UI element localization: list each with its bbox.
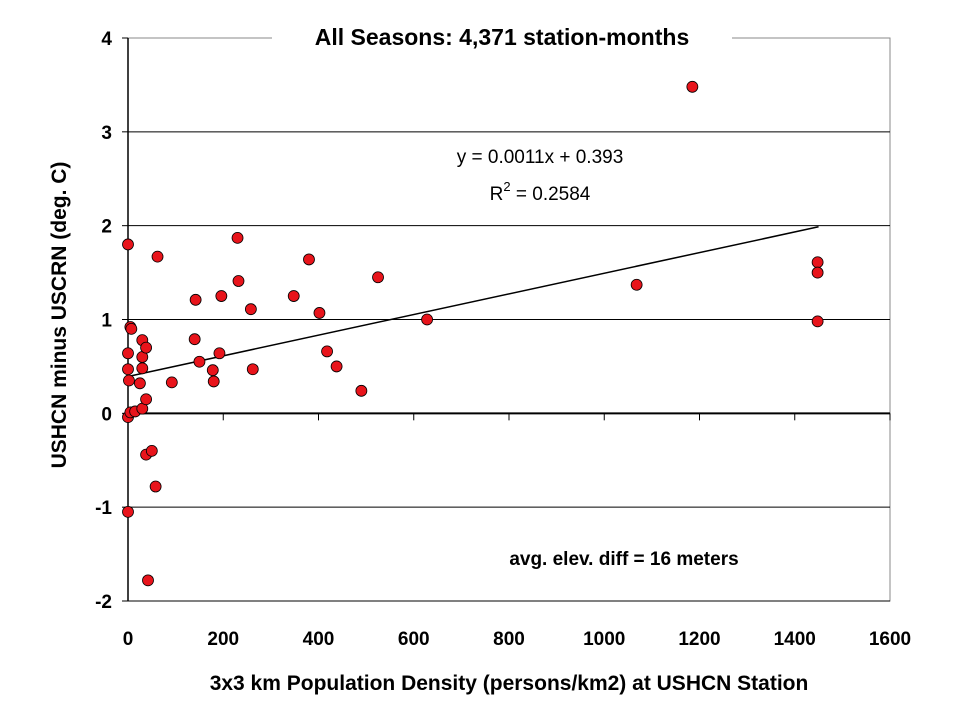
x-axis-title: 3x3 km Population Density (persons/km2) … [210, 672, 809, 695]
data-point [134, 377, 146, 390]
data-point [811, 315, 824, 328]
data-point [686, 80, 699, 93]
data-point [421, 313, 433, 326]
data-point [213, 347, 226, 360]
data-point [811, 266, 824, 279]
y-tick-label: 0 [101, 404, 112, 425]
y-tick-label: 4 [101, 29, 112, 50]
chart-title: All Seasons: 4,371 station-months [315, 24, 689, 50]
data-point [122, 505, 134, 518]
data-point [145, 444, 158, 457]
y-tick-label: 2 [101, 217, 112, 238]
r-squared-value: = 0.2584 [511, 184, 591, 205]
r-squared-prefix: R [490, 184, 504, 205]
x-tick-label: 1400 [774, 629, 816, 650]
data-point [206, 364, 219, 377]
trendline-group [127, 226, 819, 378]
y-tick-label: 1 [101, 311, 112, 332]
data-point [246, 363, 259, 376]
x-tick-label: 800 [493, 629, 525, 650]
data-point [125, 322, 138, 335]
data-point [140, 341, 152, 354]
y-tick-label: 3 [101, 123, 112, 144]
x-tick-label: 0 [123, 629, 134, 650]
data-point [122, 238, 134, 251]
data-point [321, 345, 333, 358]
data-point [151, 250, 164, 263]
data-point [630, 278, 643, 291]
data-point [231, 231, 244, 244]
y-tick-label: -2 [95, 592, 112, 613]
x-tick-label: 1200 [678, 629, 720, 650]
data-point [165, 376, 178, 389]
data-point [232, 275, 245, 287]
trendline [127, 226, 819, 378]
data-point [244, 303, 257, 316]
data-point [330, 360, 343, 373]
data-point [287, 290, 300, 302]
data-point [188, 333, 201, 346]
r-squared: R2 = 0.2584 [490, 179, 591, 205]
elevation-annotation: avg. elev. diff = 16 meters [509, 549, 738, 570]
data-point [355, 384, 368, 397]
regression-equation: y = 0.0011x + 0.393 [457, 147, 624, 168]
r-squared-exponent: 2 [503, 179, 510, 194]
grid-lines [128, 131, 890, 508]
y-tick-label: -1 [95, 498, 112, 519]
x-tick-label: 600 [398, 629, 430, 650]
x-tick-label: 200 [207, 629, 239, 650]
data-point [123, 374, 135, 387]
title-background [272, 22, 732, 54]
data-point [149, 480, 162, 493]
tick-labels: -2 -1 0 1 2 3 4 0 200 400 600 800 1000 1200 1400 1600 [95, 29, 911, 650]
data-point [122, 347, 134, 360]
data-point [122, 363, 134, 376]
data-point [303, 253, 315, 266]
x-tick-label: 1600 [869, 629, 911, 650]
data-point [193, 355, 206, 368]
data-points [122, 80, 824, 587]
data-point [215, 290, 228, 302]
data-point [811, 256, 824, 269]
data-point [189, 293, 202, 306]
data-point [142, 574, 154, 587]
data-point [207, 375, 220, 388]
data-point [136, 362, 149, 375]
data-point [313, 307, 326, 319]
data-point [140, 393, 152, 406]
data-point [372, 271, 384, 284]
x-tick-label: 400 [303, 629, 335, 650]
y-axis-title: USHCN minus USCRN (deg. C) [48, 162, 71, 469]
x-tick-label: 1000 [583, 629, 625, 650]
